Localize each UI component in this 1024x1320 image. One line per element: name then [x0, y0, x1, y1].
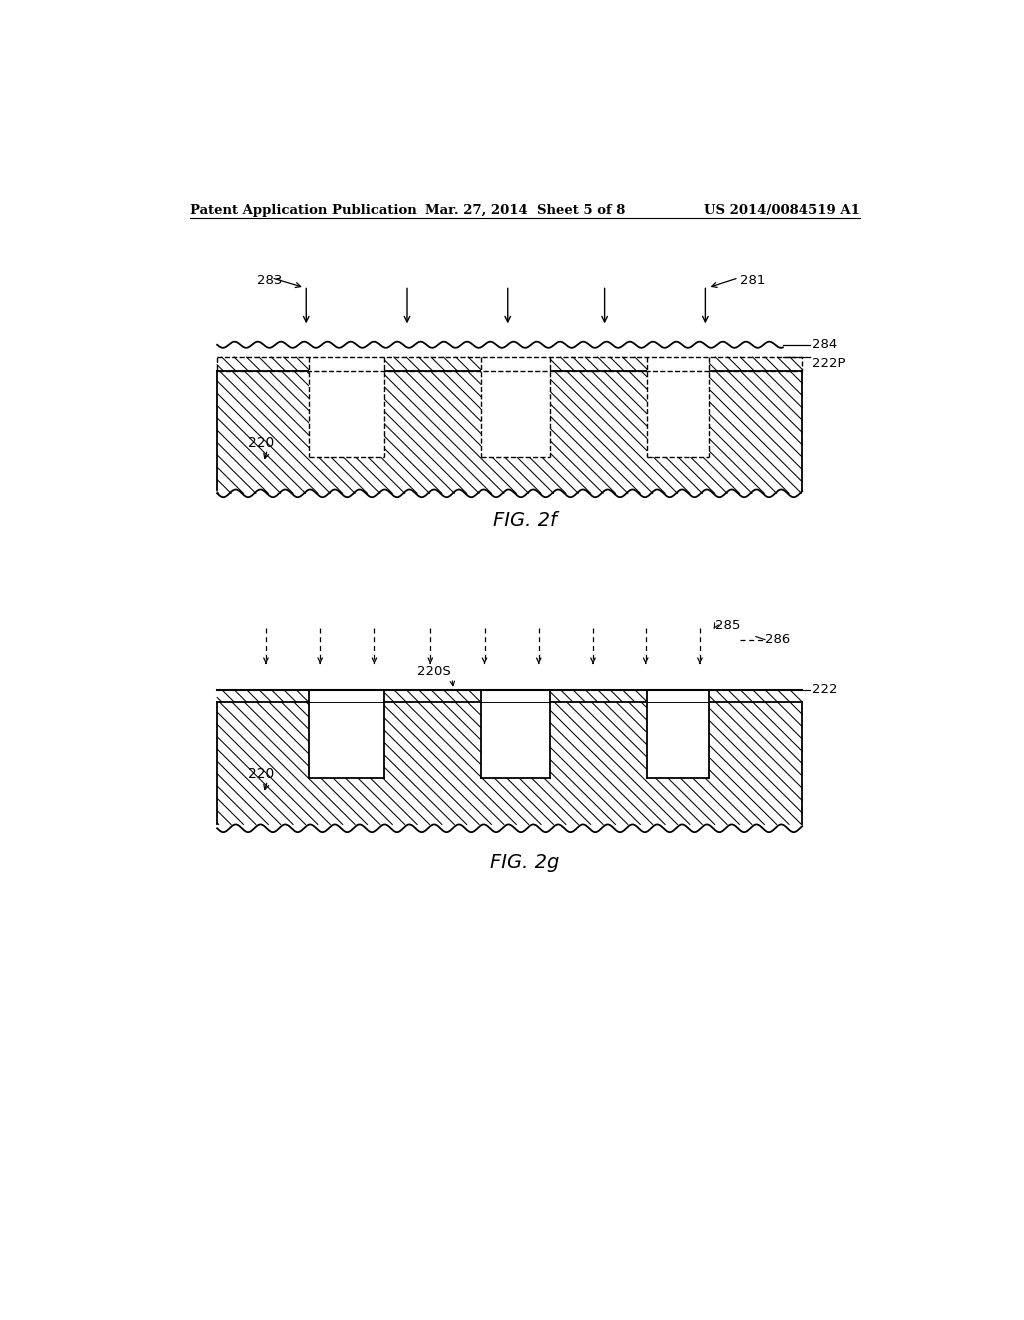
Bar — [480, 358, 550, 457]
Text: 220: 220 — [248, 437, 274, 450]
Text: 283: 283 — [257, 273, 283, 286]
Text: 222P: 222P — [812, 356, 845, 370]
Bar — [217, 358, 802, 371]
Text: 281: 281 — [740, 273, 766, 286]
Bar — [308, 689, 384, 779]
Text: US 2014/0084519 A1: US 2014/0084519 A1 — [703, 205, 859, 218]
Bar — [647, 689, 710, 779]
Text: FIG. 2f: FIG. 2f — [493, 511, 557, 529]
Text: 285: 285 — [716, 619, 740, 632]
Bar — [308, 358, 384, 457]
Text: 222: 222 — [812, 684, 837, 696]
Text: 284: 284 — [812, 338, 837, 351]
Text: 220: 220 — [248, 767, 274, 781]
Text: Patent Application Publication: Patent Application Publication — [190, 205, 417, 218]
Text: FIG. 2g: FIG. 2g — [490, 854, 559, 873]
Text: Mar. 27, 2014  Sheet 5 of 8: Mar. 27, 2014 Sheet 5 of 8 — [425, 205, 625, 218]
Bar — [647, 358, 710, 457]
Bar — [480, 689, 550, 779]
Text: 286: 286 — [765, 634, 791, 647]
Text: 220S: 220S — [417, 665, 451, 678]
